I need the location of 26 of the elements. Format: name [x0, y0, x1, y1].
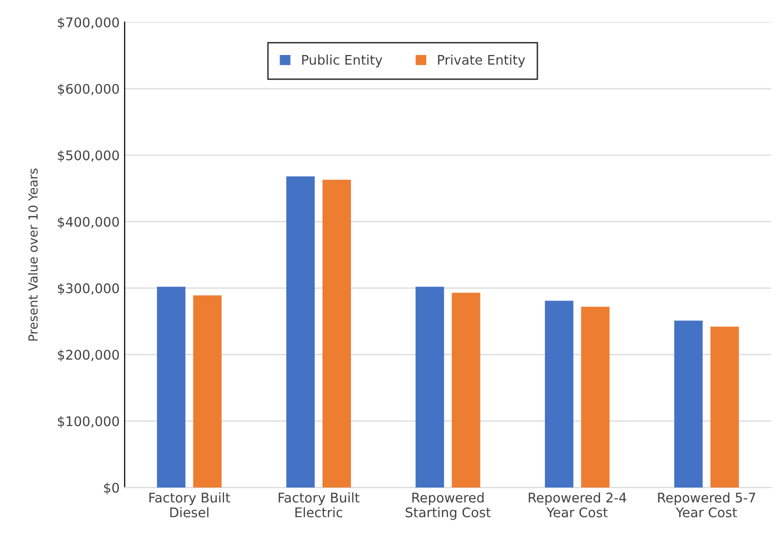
bar — [286, 176, 315, 488]
x-tick-label: Repowered 2-4 Year Cost — [528, 492, 626, 518]
x-tick-label: Factory Built Diesel — [149, 492, 230, 518]
y-tick-label: $300,000 — [58, 283, 119, 296]
y-tick-label: $500,000 — [58, 150, 119, 162]
x-tick-label: Repowered Starting Cost — [406, 492, 491, 520]
x-tick-label: Factory Built Electric — [278, 492, 360, 518]
y-tick-label: $200,000 — [58, 350, 119, 362]
x-tick-label: Repowered 5-7 Year Cost — [658, 492, 756, 518]
bar — [544, 300, 574, 488]
y-tick-label: $600,000 — [58, 84, 119, 96]
bar — [674, 320, 703, 488]
bar — [322, 180, 351, 488]
bar — [581, 306, 610, 488]
bar — [193, 295, 222, 488]
y-tick-label: $100,000 — [58, 416, 119, 428]
bar — [710, 326, 739, 488]
legend-label: Public Entity — [302, 54, 382, 68]
bar — [452, 292, 480, 488]
y-axis-title: Present Value over 10 Years — [28, 168, 38, 341]
bar — [156, 286, 186, 488]
y-tick-label: $0 — [104, 482, 119, 494]
bar — [416, 286, 444, 488]
y-tick-label: $400,000 — [58, 216, 119, 229]
legend-label: Private Entity — [438, 54, 526, 68]
y-tick-label: $700,000 — [58, 17, 119, 30]
